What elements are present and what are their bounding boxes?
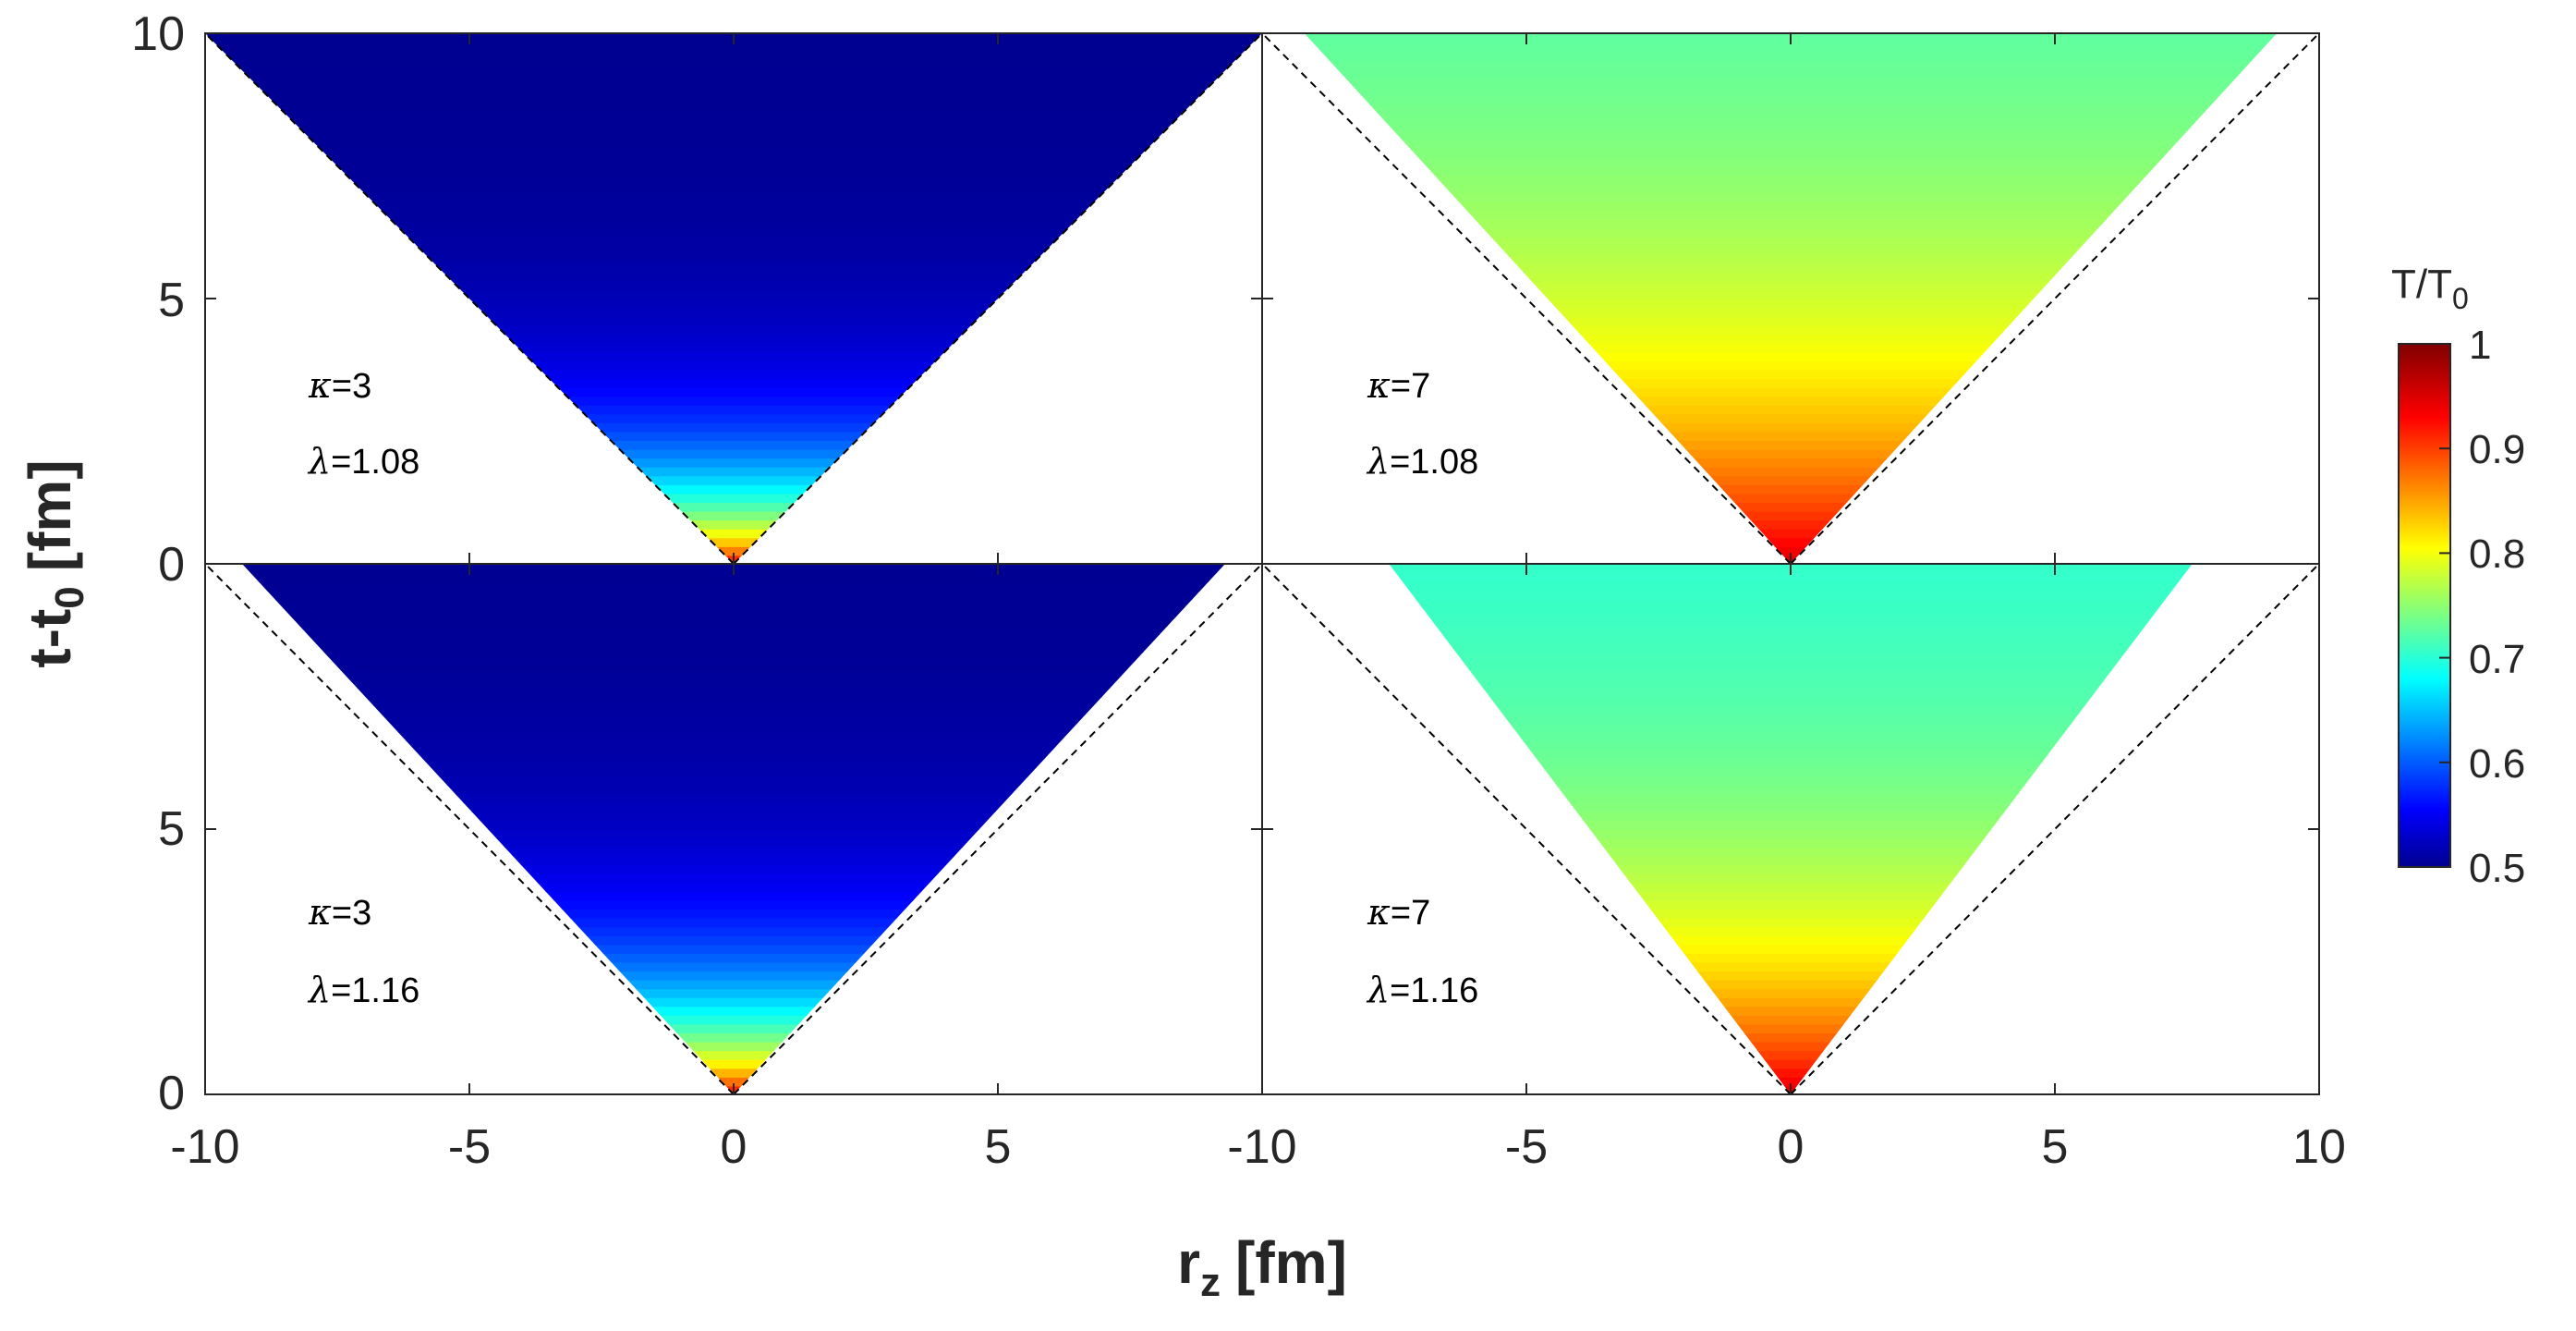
- x-tick-label: 10: [2292, 1120, 2346, 1174]
- colorbar-tick-label: 1: [2469, 323, 2491, 368]
- x-tick-labels: -10 -5 0 5 -10 -5 0 5 10: [170, 1120, 2346, 1174]
- y-axis-title: t-t0[fm]: [17, 459, 92, 667]
- colorbar-title: T/T0: [2391, 262, 2469, 315]
- x-tick-label: -10: [170, 1120, 239, 1174]
- panel1-kappa-annotation: κ=3: [308, 365, 371, 406]
- colorbar: T/T0 1 0.9 0.8 0.7 0.6 0.5: [2391, 262, 2525, 891]
- panel2-lambda-annotation: λ=1.08: [1366, 441, 1478, 482]
- y-tick-labels: 10 5 0 5 0: [131, 7, 185, 1120]
- colorbar-gradient: [2398, 343, 2451, 868]
- heatmap-panel-1: [204, 32, 1263, 565]
- light-cone-left: [1261, 32, 1792, 565]
- light-cone-left: [1261, 563, 1792, 1095]
- x-tick-label: 5: [985, 1120, 1012, 1174]
- colorbar-tick-label: 0.6: [2469, 741, 2525, 787]
- y-tick-label: 0: [158, 538, 185, 592]
- colorbar-tick-label: 0.8: [2469, 531, 2525, 577]
- panel3-kappa-annotation: κ=3: [308, 892, 371, 933]
- x-axis-title: rz [fm]: [1177, 1229, 1347, 1305]
- y-tick-label: 5: [158, 802, 185, 856]
- panel1-lambda-annotation: λ=1.08: [307, 441, 419, 482]
- panel4-kappa-annotation: κ=7: [1367, 892, 1430, 933]
- light-cone-right: [1790, 32, 2320, 565]
- panel3-lambda-annotation: λ=1.16: [307, 970, 419, 1010]
- light-cone-left: [204, 32, 735, 565]
- y-tick-label: 10: [131, 7, 185, 61]
- panel2-kappa-annotation: κ=7: [1367, 365, 1430, 406]
- y-tick-label: 5: [158, 274, 185, 327]
- x-tick-label: -5: [1505, 1120, 1548, 1174]
- x-tick-label: -5: [448, 1120, 491, 1174]
- heatmap-panel-3: [204, 563, 1263, 1095]
- light-cone-right: [1790, 563, 2320, 1095]
- light-cone-left: [204, 563, 735, 1095]
- colorbar-tick-label: 0.7: [2469, 637, 2525, 682]
- colorbar-tick-label: 0.5: [2469, 846, 2525, 891]
- x-tick-label: -10: [1227, 1120, 1296, 1174]
- annotations: κ=3 λ=1.08 κ=7 λ=1.08 κ=3 λ=1.16 κ=7 λ=1…: [307, 365, 1478, 1010]
- x-tick-label: 0: [721, 1120, 747, 1174]
- x-tick-label: 0: [1778, 1120, 1804, 1174]
- light-cone-right: [733, 563, 1263, 1095]
- heatmap-panel-2: [1261, 32, 2320, 565]
- colorbar-tick-label: 0.9: [2469, 427, 2525, 472]
- heatmap-panel-4: [1261, 563, 2320, 1095]
- light-cone-right: [733, 32, 1263, 565]
- x-tick-label: 5: [2042, 1120, 2069, 1174]
- y-tick-label: 0: [158, 1067, 185, 1120]
- panel4-lambda-annotation: λ=1.16: [1366, 970, 1478, 1010]
